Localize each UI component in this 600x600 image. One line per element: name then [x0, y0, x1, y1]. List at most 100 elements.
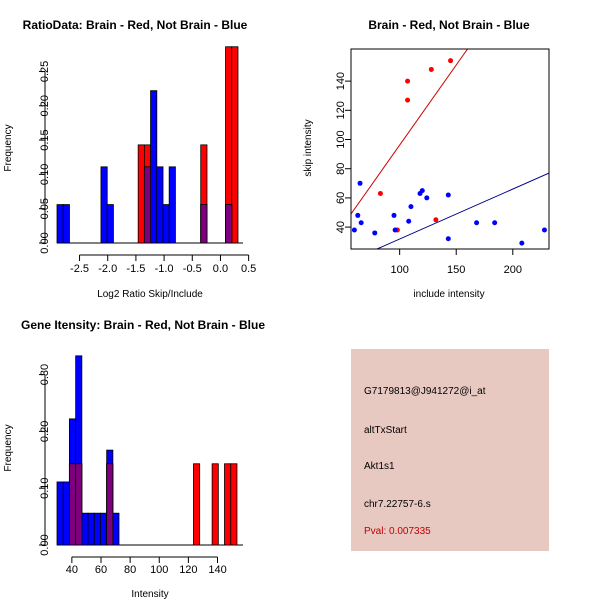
chart3-y-tick-label: 0.10: [39, 477, 51, 498]
chart2-point-brain: [405, 78, 411, 84]
chart1-title: RatioData: Brain - Red, Not Brain - Blue: [23, 18, 248, 32]
chart1-y-tick-label: 0.05: [39, 198, 51, 219]
chart1-bar-overlap: [225, 204, 233, 244]
chart1-x-tick-label: 0.0: [213, 263, 228, 275]
chart2-point-not-brain: [358, 220, 364, 226]
chart2-point-not-brain: [355, 212, 361, 218]
probe-id: G7179813@J941272@i_at: [364, 386, 486, 397]
chart1-y-tick-label: 0.10: [39, 164, 51, 185]
chart3-bar-brain: [224, 463, 232, 546]
chart1-bar-not-brain: [62, 204, 70, 244]
chart2-point-brain: [433, 217, 439, 223]
chart1-bar-not-brain: [162, 204, 170, 244]
chart3-y-label: Frequency: [3, 424, 14, 471]
chart1-bar-overlap: [200, 204, 208, 244]
chart2-title: Brain - Red, Not Brain - Blue: [368, 18, 530, 32]
chart3-bar-not-brain: [112, 512, 120, 546]
chart3-bar-not-brain: [93, 512, 101, 546]
chart2-y-tick-label: 60: [335, 192, 347, 204]
chart3-bar-not-brain: [62, 481, 70, 546]
chart1-y-tick-label: 0.25: [39, 61, 51, 82]
chart2-point-not-brain: [391, 212, 397, 218]
chart3-x-label: Intensity: [131, 589, 168, 600]
chart2-point-not-brain: [357, 180, 363, 186]
chart2-point-not-brain: [541, 227, 547, 233]
chart2-point-not-brain: [351, 227, 357, 233]
chart1-x-tick-label: -2.5: [70, 263, 89, 275]
chart3-bar-not-brain: [81, 512, 89, 546]
chart1-bar-overlap: [143, 166, 152, 244]
chart1-x-label: Log2 Ratio Skip/Include: [97, 289, 203, 300]
chart2-point-not-brain: [474, 220, 480, 226]
chart2-point-not-brain: [445, 236, 451, 242]
chart3-title: Gene Itensity: Brain - Red, Not Brain - …: [21, 318, 265, 332]
chart1-bar-not-brain: [168, 166, 176, 244]
chart2-x-tick-label: 150: [447, 264, 465, 276]
chart1-bar-not-brain: [56, 204, 64, 244]
chart1-bar-not-brain: [100, 166, 108, 244]
chart2-point-not-brain: [424, 195, 430, 201]
chart2-y-tick-label: 40: [335, 221, 347, 233]
chart1-x-tick-label: -2.0: [98, 263, 117, 275]
chart2-x-tick-label: 200: [504, 264, 522, 276]
chart3-bar-overlap: [68, 463, 76, 546]
chart2-point-brain: [377, 191, 383, 197]
chart1-x-tick-label: -1.0: [155, 263, 174, 275]
chart1-bar-not-brain: [106, 204, 114, 244]
chart3-bar-not-brain: [56, 481, 64, 546]
chart2-point-not-brain: [492, 220, 498, 226]
info-panel: G7179813@J941272@i_at altTxStart Akt1s1 …: [351, 349, 549, 551]
chart3-bar-brain: [230, 463, 238, 546]
chart2-x-label: include intensity: [413, 289, 484, 300]
chart1-bar-brain: [231, 46, 239, 244]
chart3-bar-brain: [211, 463, 219, 546]
chart2-point-not-brain: [372, 230, 378, 236]
chart2-y-tick-label: 100: [335, 130, 347, 148]
chart2-point-not-brain: [406, 218, 412, 224]
chart2-y-tick-label: 120: [335, 101, 347, 119]
chart2-y-tick-label: 80: [335, 163, 347, 175]
chart1-y-tick-label: 0.20: [39, 95, 51, 116]
event-type: altTxStart: [364, 425, 407, 436]
chart2-point-not-brain: [519, 240, 525, 246]
chart2-plot-box: [350, 48, 550, 250]
chart2-point-not-brain: [392, 227, 398, 233]
chart3-y-tick-label: 0.00: [39, 534, 51, 555]
chart3-y-tick-label: 0.30: [39, 364, 51, 385]
chart1-bar-brain: [137, 144, 145, 244]
chart3-bar-not-brain: [100, 512, 108, 546]
chart2-y-label: skip intensity: [303, 119, 314, 176]
chart1-x-tick-label: -1.5: [126, 263, 145, 275]
chart1-y-label: Frequency: [3, 124, 14, 171]
chart2-point-brain: [405, 97, 411, 103]
chart3-bar-not-brain: [87, 512, 95, 546]
chart1-x-tick-label: 0.5: [241, 263, 256, 275]
chart3-x-tick-label: 60: [95, 564, 107, 576]
chart3-x-tick-label: 40: [66, 564, 78, 576]
chart3-x-tick-label: 100: [150, 564, 168, 576]
chart2-point-not-brain: [408, 204, 414, 210]
chart1-bar-not-brain: [156, 166, 164, 244]
chart2-y-tick-label: 140: [335, 72, 347, 90]
chart1-y-tick-label: 0.00: [39, 232, 51, 253]
chart2-point-brain: [428, 66, 434, 72]
chart2-point-brain: [448, 58, 454, 64]
gene-symbol: Akt1s1: [364, 461, 395, 472]
chart2-fit-line-not-brain: [376, 172, 549, 249]
chart3-x-tick-label: 120: [179, 564, 197, 576]
chart3-bar-overlap: [106, 463, 114, 546]
chart3-x-tick-label: 80: [124, 564, 136, 576]
chart2-fit-line-brain: [351, 49, 468, 215]
genomic-location: chr7.22757-6.s: [364, 499, 431, 510]
chart1-bar-not-brain: [150, 90, 158, 244]
p-value: Pval: 0.007335: [364, 526, 431, 537]
chart2-point-not-brain: [419, 188, 425, 194]
chart2-point-not-brain: [445, 192, 451, 198]
chart3-y-tick-label: 0.20: [39, 421, 51, 442]
chart1-x-tick-label: -0.5: [183, 263, 202, 275]
chart1-y-tick-label: 0.15: [39, 129, 51, 150]
chart2-x-tick-label: 100: [390, 264, 408, 276]
chart3-x-tick-label: 140: [208, 564, 226, 576]
chart3-bar-brain: [193, 463, 201, 546]
